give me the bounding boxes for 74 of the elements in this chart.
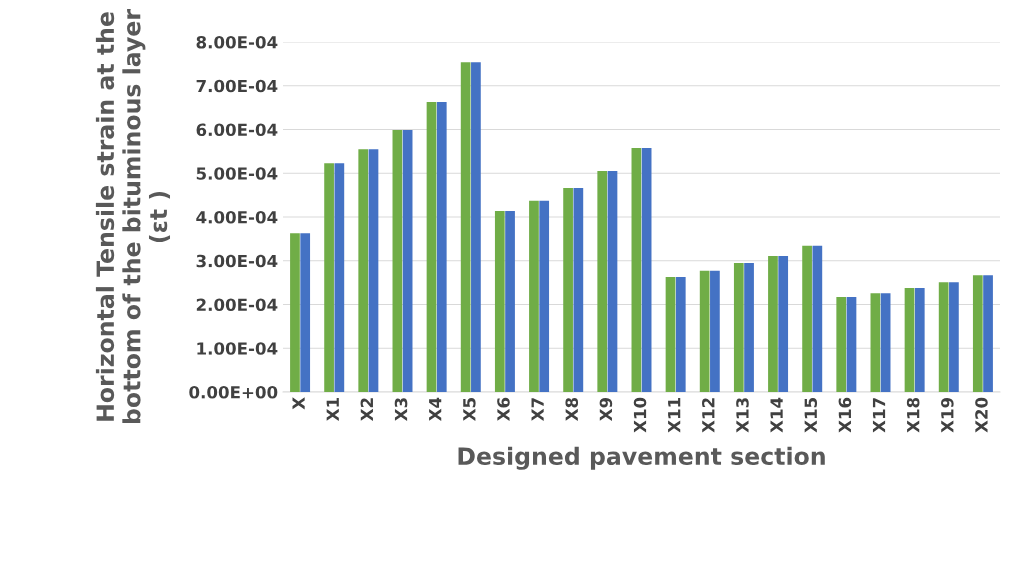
bar bbox=[539, 200, 550, 392]
x-tick-label: X9 bbox=[599, 397, 613, 421]
bar bbox=[914, 287, 925, 392]
bar bbox=[744, 262, 754, 392]
bar bbox=[949, 282, 959, 392]
bar bbox=[402, 129, 413, 392]
y-tick-label: 1.00E-04 bbox=[197, 342, 278, 355]
x-tick-label: X20 bbox=[975, 397, 988, 433]
bar bbox=[768, 255, 778, 392]
x-tick-label: X6 bbox=[497, 397, 510, 421]
bar bbox=[641, 147, 652, 392]
bar bbox=[334, 163, 345, 392]
bar bbox=[324, 163, 334, 392]
y-tick-label: 0.00E+00 bbox=[189, 385, 278, 399]
x-tick-label: X13 bbox=[736, 398, 749, 433]
bar bbox=[870, 293, 881, 392]
bar bbox=[631, 147, 642, 392]
bar bbox=[494, 210, 505, 392]
y-tick-label: 2.00E-04 bbox=[196, 298, 278, 312]
y-tick-label: 7.00E-04 bbox=[196, 79, 278, 93]
bar bbox=[778, 255, 789, 392]
x-tick-label: X11 bbox=[668, 398, 681, 433]
bar bbox=[938, 282, 949, 392]
x-tick-label: X15 bbox=[804, 398, 818, 433]
bar bbox=[368, 149, 379, 392]
bar bbox=[733, 262, 744, 392]
bar bbox=[358, 149, 369, 392]
bar bbox=[573, 188, 584, 392]
x-tick-label: X4 bbox=[429, 397, 442, 421]
x-tick-label: X1 bbox=[326, 398, 339, 421]
y-tick-label: 5.00E-04 bbox=[196, 167, 278, 180]
bar bbox=[836, 297, 847, 392]
bar bbox=[846, 297, 857, 392]
y-tick-label: 4.00E-04 bbox=[196, 210, 278, 224]
bar bbox=[290, 233, 300, 392]
bar bbox=[460, 62, 471, 392]
bar bbox=[699, 270, 710, 392]
x-tick-label: X14 bbox=[770, 397, 783, 433]
bar bbox=[471, 62, 481, 392]
bar bbox=[880, 293, 891, 392]
y-tick-label: 3.00E-04 bbox=[196, 254, 278, 268]
y-tick-label: 6.00E-04 bbox=[196, 123, 278, 137]
bar bbox=[392, 129, 403, 392]
bar bbox=[607, 171, 618, 392]
bar bbox=[675, 276, 686, 392]
bar bbox=[563, 188, 573, 392]
x-tick-label: X10 bbox=[633, 397, 647, 433]
bar bbox=[665, 276, 676, 392]
bar bbox=[972, 275, 983, 392]
bar bbox=[983, 275, 993, 392]
x-tick-label: X19 bbox=[941, 397, 954, 433]
bar bbox=[436, 101, 447, 392]
x-tick-label: X8 bbox=[565, 397, 579, 421]
x-tick-label: X5 bbox=[463, 398, 476, 421]
bar bbox=[710, 270, 720, 392]
bar bbox=[529, 200, 539, 392]
x-tick-label: X3 bbox=[394, 398, 408, 421]
x-tick-label: X bbox=[292, 397, 305, 410]
x-axis-title: Designed pavement section bbox=[458, 446, 825, 470]
bar bbox=[812, 245, 823, 392]
x-tick-label: X12 bbox=[702, 398, 715, 433]
bar bbox=[802, 245, 812, 392]
bar bbox=[597, 171, 608, 392]
x-tick-label: X18 bbox=[906, 397, 920, 433]
bar bbox=[426, 101, 437, 392]
bar bbox=[505, 210, 515, 392]
y-axis-title: Horizontal Tensile strain at the bottom of the bituminous layer (εt ) bbox=[95, 9, 171, 424]
x-tick-label: X17 bbox=[872, 398, 886, 433]
x-tick-label: X16 bbox=[838, 397, 852, 433]
bar bbox=[904, 287, 915, 392]
y-tick-label: 8.00E-04 bbox=[196, 35, 278, 49]
bar bbox=[300, 233, 311, 392]
x-tick-label: X2 bbox=[360, 398, 373, 421]
x-tick-label: X7 bbox=[531, 398, 544, 421]
